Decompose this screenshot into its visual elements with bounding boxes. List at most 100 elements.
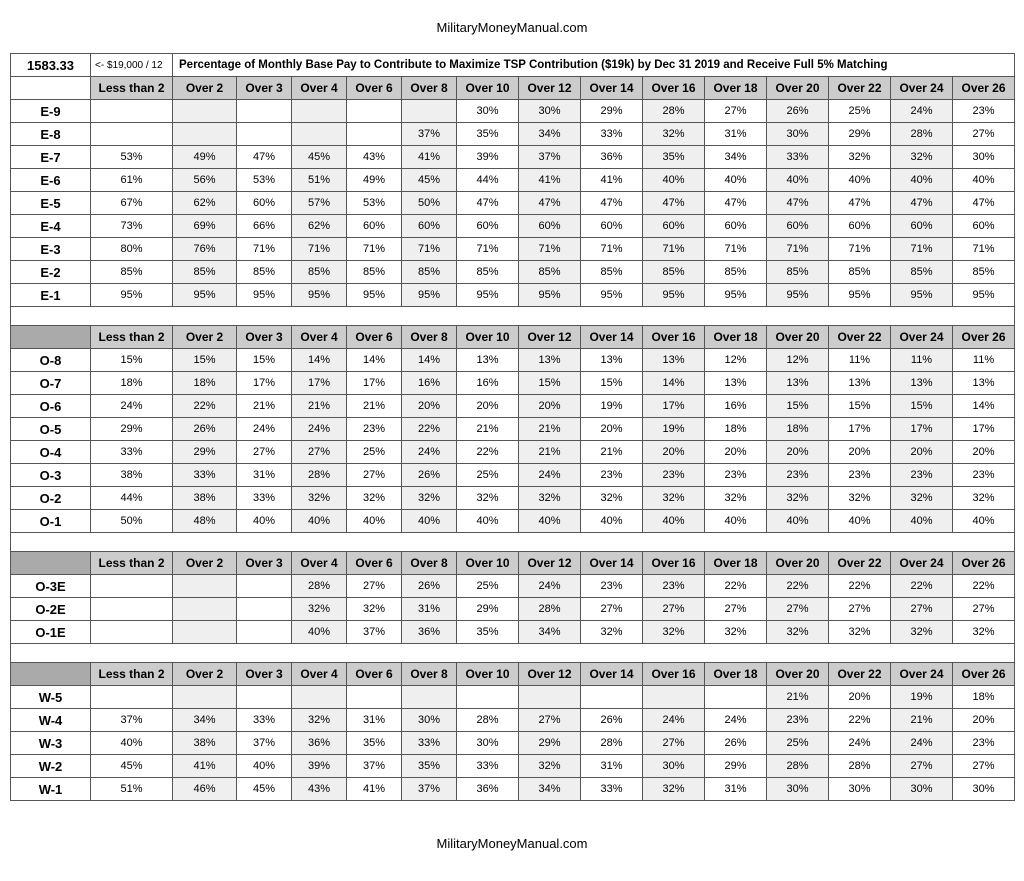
percent-cell: 37% <box>402 778 457 801</box>
column-header: Less than 2 <box>91 326 173 349</box>
percent-cell: 23% <box>953 732 1015 755</box>
percent-cell: 20% <box>953 441 1015 464</box>
percent-cell: 40% <box>767 169 829 192</box>
spacer-row <box>11 533 1015 552</box>
column-header: Over 24 <box>891 663 953 686</box>
percent-cell: 27% <box>237 441 292 464</box>
percent-cell <box>457 686 519 709</box>
percent-cell: 41% <box>347 778 402 801</box>
percent-cell: 27% <box>891 755 953 778</box>
percent-cell: 51% <box>91 778 173 801</box>
percent-cell: 27% <box>347 575 402 598</box>
percent-cell: 20% <box>457 395 519 418</box>
percent-cell: 32% <box>891 146 953 169</box>
percent-cell: 20% <box>581 418 643 441</box>
percent-cell: 20% <box>705 441 767 464</box>
percent-cell: 51% <box>292 169 347 192</box>
percent-cell: 71% <box>829 238 891 261</box>
site-footer: MilitaryMoneyManual.com <box>10 836 1014 851</box>
percent-cell: 13% <box>457 349 519 372</box>
percent-cell: 47% <box>643 192 705 215</box>
percent-cell: 13% <box>581 349 643 372</box>
percent-cell: 25% <box>767 732 829 755</box>
percent-cell: 15% <box>767 395 829 418</box>
percent-cell: 34% <box>519 778 581 801</box>
percent-cell: 33% <box>581 123 643 146</box>
percent-cell: 20% <box>519 395 581 418</box>
monthly-amount: 1583.33 <box>11 54 91 77</box>
paygrade-label: O-3E <box>11 575 91 598</box>
percent-cell: 23% <box>347 418 402 441</box>
percent-cell: 47% <box>581 192 643 215</box>
pay-table: 1583.33<- $19,000 / 12Percentage of Mont… <box>10 53 1015 801</box>
column-header: Over 10 <box>457 326 519 349</box>
percent-cell: 71% <box>402 238 457 261</box>
percent-cell: 60% <box>643 215 705 238</box>
percent-cell: 50% <box>402 192 457 215</box>
percent-cell: 95% <box>829 284 891 307</box>
percent-cell: 32% <box>643 778 705 801</box>
paygrade-label: O-2 <box>11 487 91 510</box>
percent-cell: 26% <box>581 709 643 732</box>
column-header: Over 18 <box>705 552 767 575</box>
percent-cell: 19% <box>581 395 643 418</box>
percent-cell: 40% <box>643 510 705 533</box>
paygrade-label: E-3 <box>11 238 91 261</box>
percent-cell: 85% <box>581 261 643 284</box>
percent-cell: 66% <box>237 215 292 238</box>
percent-cell: 71% <box>347 238 402 261</box>
column-header: Over 4 <box>292 77 347 100</box>
percent-cell <box>237 621 292 644</box>
percent-cell: 33% <box>581 778 643 801</box>
spacer-row <box>11 307 1015 326</box>
percent-cell: 47% <box>891 192 953 215</box>
percent-cell: 95% <box>347 284 402 307</box>
percent-cell: 21% <box>457 418 519 441</box>
percent-cell: 32% <box>643 487 705 510</box>
percent-cell: 23% <box>643 464 705 487</box>
percent-cell: 45% <box>402 169 457 192</box>
percent-cell: 41% <box>173 755 237 778</box>
percent-cell: 32% <box>581 621 643 644</box>
percent-cell <box>292 686 347 709</box>
column-header: Over 2 <box>173 552 237 575</box>
paygrade-label: O-6 <box>11 395 91 418</box>
column-header: Over 4 <box>292 663 347 686</box>
paygrade-label: W-4 <box>11 709 91 732</box>
percent-cell: 34% <box>519 123 581 146</box>
percent-cell: 19% <box>643 418 705 441</box>
column-header: Over 16 <box>643 326 705 349</box>
percent-cell: 26% <box>767 100 829 123</box>
percent-cell <box>173 575 237 598</box>
percent-cell: 31% <box>237 464 292 487</box>
percent-cell: 27% <box>705 598 767 621</box>
percent-cell: 25% <box>347 441 402 464</box>
percent-cell: 30% <box>891 778 953 801</box>
column-header: Over 2 <box>173 326 237 349</box>
percent-cell: 32% <box>347 598 402 621</box>
percent-cell: 15% <box>829 395 891 418</box>
percent-cell: 57% <box>292 192 347 215</box>
percent-cell: 85% <box>953 261 1015 284</box>
percent-cell: 38% <box>91 464 173 487</box>
paygrade-label: E-8 <box>11 123 91 146</box>
header-left-blank <box>11 552 91 575</box>
percent-cell: 17% <box>953 418 1015 441</box>
percent-cell: 71% <box>891 238 953 261</box>
percent-cell: 39% <box>457 146 519 169</box>
paygrade-label: O-7 <box>11 372 91 395</box>
percent-cell: 36% <box>457 778 519 801</box>
percent-cell: 30% <box>402 709 457 732</box>
percent-cell: 32% <box>457 487 519 510</box>
column-header: Over 20 <box>767 77 829 100</box>
percent-cell: 27% <box>767 598 829 621</box>
percent-cell: 24% <box>519 464 581 487</box>
column-header: Over 26 <box>953 663 1015 686</box>
column-header: Less than 2 <box>91 663 173 686</box>
percent-cell: 32% <box>705 621 767 644</box>
column-header: Over 3 <box>237 77 292 100</box>
percent-cell: 23% <box>581 464 643 487</box>
paygrade-label: W-2 <box>11 755 91 778</box>
percent-cell: 71% <box>519 238 581 261</box>
percent-cell: 31% <box>402 598 457 621</box>
